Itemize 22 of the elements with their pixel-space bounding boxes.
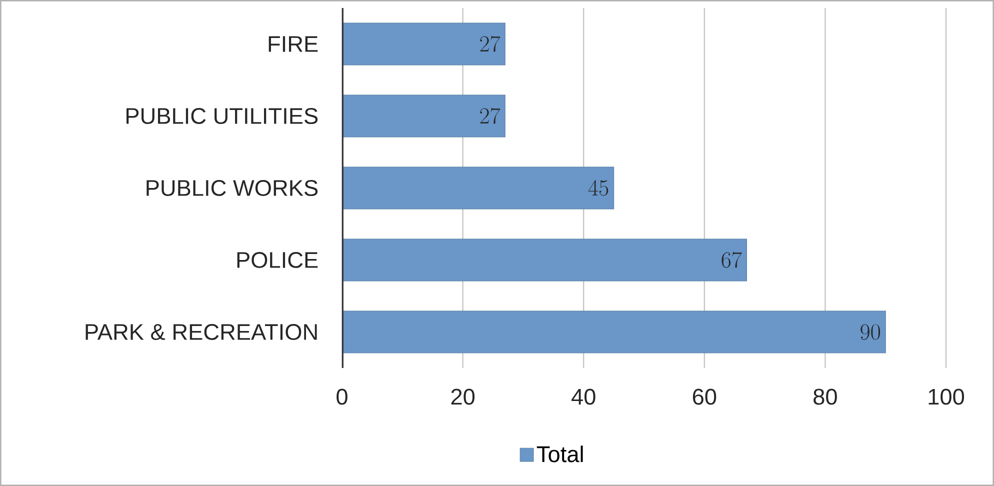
- x-tick-label: 100: [928, 388, 964, 405]
- data-label: 90: [860, 324, 880, 340]
- bar: [342, 94, 506, 138]
- data-label: 27: [480, 36, 500, 52]
- x-tick-label: 20: [451, 388, 475, 405]
- data-label: 45: [588, 180, 608, 196]
- x-tick-label: 40: [572, 388, 596, 405]
- x-tick-label: 0: [336, 388, 348, 405]
- bar: [342, 22, 506, 66]
- bar: [342, 310, 886, 354]
- data-label: 27: [480, 108, 500, 124]
- y-tick-label: PARK & RECREATION: [86, 324, 317, 340]
- x-tick-label: 60: [692, 388, 716, 405]
- y-tick-label: POLICE: [237, 252, 318, 268]
- y-tick-label: PUBLIC UTILITIES: [126, 108, 318, 124]
- x-tick-label: 80: [814, 388, 837, 405]
- bar: [342, 166, 614, 210]
- legend-label: Total: [536, 446, 583, 462]
- data-label: 67: [722, 252, 742, 268]
- bar: [342, 238, 747, 282]
- y-tick-label: PUBLIC WORKS: [146, 180, 318, 196]
- y-tick-label: FIRE: [268, 36, 318, 52]
